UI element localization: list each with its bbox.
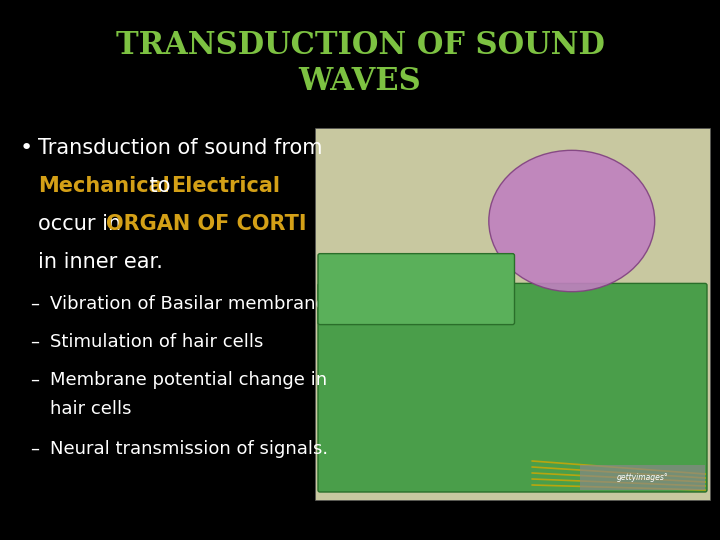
Text: occur in: occur in	[38, 214, 127, 234]
Ellipse shape	[489, 150, 654, 292]
FancyBboxPatch shape	[580, 465, 705, 490]
Text: ORGAN OF CORTI: ORGAN OF CORTI	[106, 214, 307, 234]
Text: in inner ear.: in inner ear.	[38, 252, 163, 272]
Text: TRANSDUCTION OF SOUND: TRANSDUCTION OF SOUND	[116, 30, 604, 61]
Text: Neural transmission of signals.: Neural transmission of signals.	[50, 440, 328, 458]
Text: WAVES: WAVES	[299, 66, 421, 97]
Text: Vibration of Basilar membrane.: Vibration of Basilar membrane.	[50, 295, 333, 313]
Text: –: –	[30, 333, 39, 351]
Text: hair cells: hair cells	[50, 400, 132, 418]
FancyBboxPatch shape	[318, 254, 515, 325]
Text: Electrical: Electrical	[171, 176, 280, 196]
Text: –: –	[30, 440, 39, 458]
Text: –: –	[30, 371, 39, 389]
Text: Mechanical: Mechanical	[38, 176, 170, 196]
Text: Stimulation of hair cells: Stimulation of hair cells	[50, 333, 264, 351]
Text: to: to	[143, 176, 177, 196]
FancyBboxPatch shape	[315, 128, 710, 500]
Text: Transduction of sound from: Transduction of sound from	[38, 138, 323, 158]
Text: Membrane potential change in: Membrane potential change in	[50, 371, 327, 389]
Text: gettyimages°: gettyimages°	[617, 472, 669, 482]
Text: –: –	[30, 295, 39, 313]
FancyBboxPatch shape	[318, 284, 707, 492]
Text: •: •	[20, 138, 33, 158]
